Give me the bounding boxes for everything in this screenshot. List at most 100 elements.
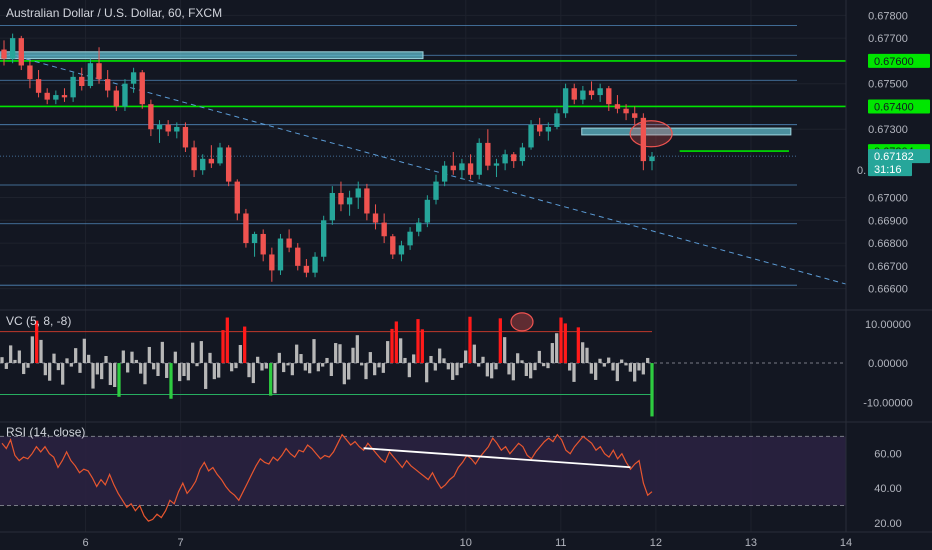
candle-body — [61, 95, 68, 98]
symbol-title: Australian Dollar / U.S. Dollar, 60, FXC… — [6, 6, 222, 20]
vc-bar — [368, 352, 372, 364]
vc-bar — [585, 347, 589, 364]
price-tick-label: 0.67000 — [868, 193, 908, 205]
vc-bar — [169, 363, 173, 399]
candle-body — [459, 163, 465, 171]
candle-body — [243, 213, 249, 244]
candle-body — [640, 117, 647, 162]
vc-bar — [420, 329, 424, 364]
vc-bar — [139, 363, 143, 374]
time-axis[interactable]: 6 7 10 11 12 13 14 — [82, 537, 852, 549]
rsi-tick-label: 60.00 — [874, 449, 902, 461]
candle-body — [554, 113, 560, 127]
candle-body — [355, 188, 361, 198]
candle-body — [441, 165, 448, 182]
candle-body — [571, 88, 577, 100]
price-label-text: 0. — [857, 165, 866, 177]
rsi-pane[interactable] — [0, 433, 846, 522]
candle-body — [277, 238, 284, 271]
vc-bar — [0, 357, 4, 364]
vc-bar — [143, 363, 147, 385]
candle-body — [528, 124, 534, 148]
candle-body — [234, 181, 240, 214]
time-tick-label: 11 — [555, 537, 566, 549]
vc-bar — [69, 363, 73, 367]
vc-bar — [35, 320, 39, 364]
vc-bar — [611, 363, 615, 371]
candle-body — [632, 113, 638, 118]
highlight-ellipse — [629, 120, 673, 148]
vc-bar — [338, 344, 342, 364]
time-tick-label: 6 — [82, 537, 88, 549]
vc-bar — [442, 358, 446, 364]
vc-bar — [199, 341, 203, 364]
candle-body — [191, 147, 197, 171]
vc-bar — [498, 318, 502, 364]
candle-body — [79, 76, 85, 86]
vc-bar — [108, 363, 112, 386]
vc-bar — [113, 363, 117, 387]
vc-bar — [4, 363, 8, 369]
vc-bar — [191, 342, 195, 364]
rsi-band — [0, 436, 846, 506]
candle-body — [200, 158, 206, 171]
price-tick-label: 0.66800 — [868, 238, 908, 250]
vc-bar — [126, 363, 130, 373]
vc-bar — [238, 345, 242, 364]
price-label-text: 0.67600 — [874, 56, 914, 68]
price-axis[interactable]: 0.67800 0.67700 0.67500 0.67300 0.67000 0.669… — [857, 10, 930, 530]
vc-bar — [243, 326, 247, 364]
vc-bar — [39, 339, 43, 364]
price-tick-label: 0.67300 — [868, 124, 908, 136]
candle-body — [1, 49, 7, 59]
vc-bar — [286, 363, 290, 366]
candle-body — [502, 154, 508, 164]
price-label-text: 31:16 — [874, 164, 902, 176]
vc-bar — [321, 363, 325, 367]
vc-bar — [355, 335, 359, 364]
vc-bar — [204, 363, 208, 389]
vc-bar — [225, 317, 229, 364]
rsi-title: RSI (14, close) — [6, 425, 85, 439]
vc-bar — [637, 363, 641, 371]
candle-body — [303, 265, 310, 273]
vc-bar — [43, 363, 47, 376]
candle-body — [18, 38, 24, 66]
candle-body — [165, 124, 171, 132]
vc-bar — [152, 363, 156, 370]
candle-body — [70, 76, 76, 98]
price-tick-label: 0.66700 — [868, 261, 908, 273]
candle-body — [295, 247, 301, 266]
vc-bar — [559, 317, 563, 364]
candle-body — [338, 192, 344, 205]
vc-tick-label: 10.00000 — [865, 319, 911, 331]
vc-highlight-circle — [510, 312, 534, 332]
vc-bar — [503, 337, 507, 364]
price-label-text: 0.67400 — [874, 101, 914, 113]
candle-body — [614, 104, 621, 109]
candle-body — [321, 220, 327, 257]
vc-bar — [230, 363, 234, 372]
candle-body — [416, 222, 422, 232]
candle-body — [139, 72, 145, 105]
candle-body — [35, 79, 42, 93]
vc-bar — [56, 363, 60, 371]
vc-bar — [511, 363, 515, 381]
candle-body — [260, 233, 266, 255]
vc-pane[interactable] — [0, 312, 846, 417]
vc-bar — [494, 363, 498, 370]
candle-body — [562, 88, 569, 114]
vc-bar — [308, 363, 312, 374]
vc-bar — [425, 363, 429, 383]
vc-bar — [221, 330, 225, 364]
vc-bar — [572, 363, 576, 382]
candle-body — [390, 236, 396, 255]
vc-bar — [550, 343, 554, 364]
rsi-line — [1, 433, 653, 522]
vc-bar — [156, 363, 160, 377]
vc-bar — [195, 363, 199, 367]
vc-bar — [303, 363, 307, 371]
price-pane[interactable] — [0, 14, 847, 290]
vc-bar — [537, 350, 541, 364]
vc-bar — [555, 333, 559, 364]
